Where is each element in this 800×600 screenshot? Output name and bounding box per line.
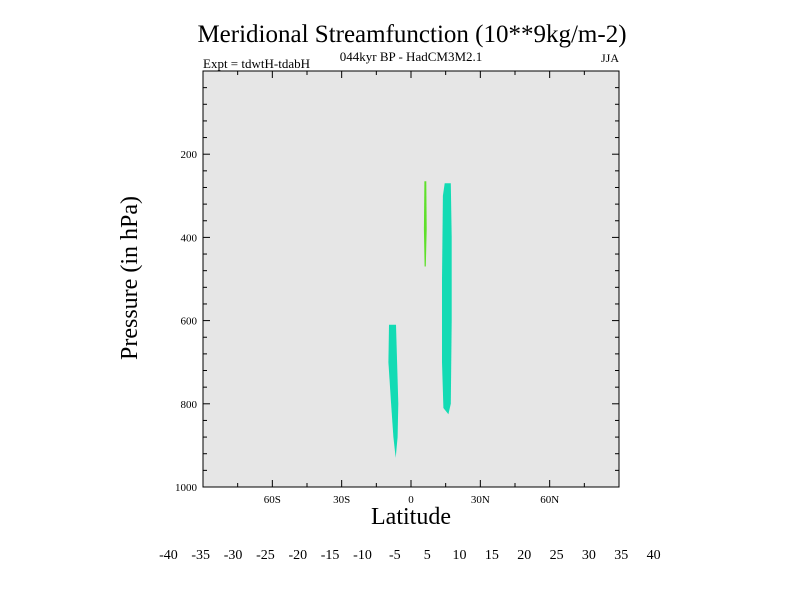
chart-subtitle: 044kyr BP - HadCM3M2.1 — [340, 49, 483, 64]
y-tick-label: 1000 — [175, 482, 198, 494]
experiment-label: Expt = tdwtH-tdabH — [203, 56, 310, 71]
colorbar-label: -5 — [389, 548, 401, 563]
contour-regions — [388, 181, 452, 458]
colorbar-label: 25 — [550, 548, 564, 563]
colorbar-label: -25 — [256, 548, 275, 563]
colorbar-label: -35 — [191, 548, 210, 563]
colorbar-label: 40 — [647, 548, 661, 563]
y-tick-label: 600 — [181, 316, 198, 328]
x-tick-label: 30N — [471, 494, 490, 506]
x-tick-label: 0 — [408, 494, 414, 506]
x-axis-label: Latitude — [371, 504, 451, 530]
colorbar-label: -30 — [224, 548, 243, 563]
colorbar-label: 5 — [424, 548, 431, 563]
y-tick-label: 800 — [181, 399, 198, 411]
colorbar-label: -20 — [288, 548, 307, 563]
colorbar-label: 20 — [517, 548, 531, 563]
plot-frame — [202, 70, 620, 488]
y-tick-label: 400 — [181, 232, 198, 244]
x-tick-label: 60S — [264, 494, 281, 506]
positive-cell-sliver — [423, 181, 427, 267]
y-axis-label: Pressure (in hPa) — [117, 196, 143, 360]
season-label: JJA — [601, 51, 619, 65]
colorbar-label: -40 — [159, 548, 178, 563]
x-tick-label: 30S — [333, 494, 350, 506]
negative-cell-northern — [442, 183, 452, 415]
y-tick-label: 200 — [181, 149, 198, 161]
colorbar-label: 15 — [485, 548, 499, 563]
colorbar-label: -15 — [321, 548, 340, 563]
colorbar-label: -10 — [353, 548, 372, 563]
axis-ticks: 200 400 600 800 1000 60S 30S 0 30N 60N — [175, 71, 619, 506]
chart-title: Meridional Streamfunction (10**9kg/m-2) — [197, 21, 626, 48]
colorbar-label: 35 — [614, 548, 628, 563]
negative-cell-southern — [388, 324, 399, 458]
plot-area — [202, 70, 620, 488]
colorbar-label: 10 — [453, 548, 467, 563]
x-tick-label: 60N — [540, 494, 559, 506]
colorbar: -40 -35 -30 -25 -20 -15 -10 -5 5 10 15 20 25 30 35 40 — [159, 548, 661, 563]
colorbar-label: 30 — [582, 548, 596, 563]
